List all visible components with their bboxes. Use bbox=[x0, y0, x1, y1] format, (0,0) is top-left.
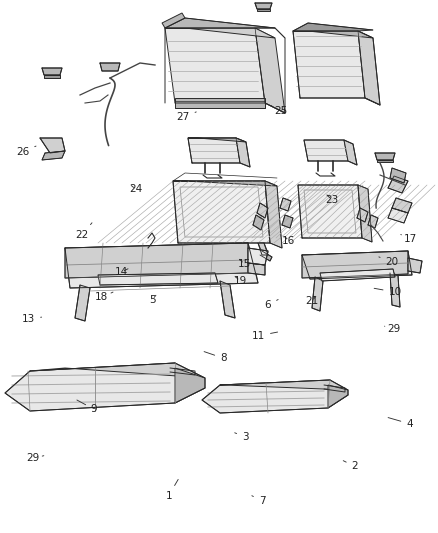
Text: 25: 25 bbox=[272, 106, 288, 116]
Polygon shape bbox=[173, 181, 270, 243]
Text: 9: 9 bbox=[77, 400, 98, 414]
Text: 11: 11 bbox=[252, 331, 278, 341]
Polygon shape bbox=[368, 215, 378, 228]
Polygon shape bbox=[302, 251, 408, 278]
Polygon shape bbox=[392, 198, 412, 213]
Polygon shape bbox=[255, 3, 272, 9]
Text: 1: 1 bbox=[165, 479, 178, 500]
Text: 20: 20 bbox=[379, 257, 399, 267]
Polygon shape bbox=[202, 380, 348, 413]
Text: 14: 14 bbox=[115, 267, 128, 277]
Polygon shape bbox=[188, 138, 246, 142]
Polygon shape bbox=[175, 368, 205, 403]
Polygon shape bbox=[408, 258, 422, 273]
Polygon shape bbox=[328, 385, 348, 408]
Polygon shape bbox=[257, 9, 270, 11]
Text: 18: 18 bbox=[95, 292, 113, 302]
Text: 5: 5 bbox=[149, 295, 156, 304]
Polygon shape bbox=[255, 28, 285, 113]
Text: 13: 13 bbox=[22, 314, 42, 324]
Text: 8: 8 bbox=[204, 352, 227, 363]
Polygon shape bbox=[30, 363, 205, 378]
Polygon shape bbox=[248, 263, 265, 275]
Polygon shape bbox=[280, 198, 291, 211]
Polygon shape bbox=[377, 160, 393, 162]
Polygon shape bbox=[98, 273, 218, 285]
Polygon shape bbox=[40, 138, 65, 153]
Polygon shape bbox=[236, 138, 250, 167]
Polygon shape bbox=[165, 18, 275, 28]
Polygon shape bbox=[298, 185, 362, 238]
Polygon shape bbox=[293, 23, 373, 31]
Polygon shape bbox=[5, 363, 205, 411]
Text: 10: 10 bbox=[374, 287, 402, 297]
Polygon shape bbox=[165, 28, 275, 38]
Text: 27: 27 bbox=[177, 112, 196, 122]
Polygon shape bbox=[282, 215, 293, 228]
Polygon shape bbox=[388, 176, 408, 193]
Text: 19: 19 bbox=[233, 276, 247, 286]
Polygon shape bbox=[258, 243, 268, 253]
Text: 2: 2 bbox=[343, 461, 358, 471]
Polygon shape bbox=[65, 243, 258, 288]
Text: 17: 17 bbox=[401, 234, 417, 244]
Text: 23: 23 bbox=[325, 195, 339, 205]
Polygon shape bbox=[302, 251, 412, 279]
Polygon shape bbox=[44, 75, 60, 78]
Text: 15: 15 bbox=[238, 259, 251, 269]
Polygon shape bbox=[65, 243, 248, 278]
Polygon shape bbox=[390, 168, 406, 183]
Polygon shape bbox=[320, 269, 395, 281]
Polygon shape bbox=[357, 208, 368, 222]
Polygon shape bbox=[42, 68, 62, 75]
Text: 22: 22 bbox=[76, 223, 92, 239]
Polygon shape bbox=[42, 151, 65, 160]
Polygon shape bbox=[312, 277, 323, 311]
Polygon shape bbox=[375, 153, 395, 160]
Polygon shape bbox=[358, 31, 380, 105]
Polygon shape bbox=[248, 248, 268, 265]
Polygon shape bbox=[175, 98, 265, 108]
Polygon shape bbox=[304, 140, 348, 161]
Text: 6: 6 bbox=[265, 300, 278, 310]
Text: 16: 16 bbox=[282, 236, 295, 246]
Polygon shape bbox=[390, 273, 400, 307]
Polygon shape bbox=[220, 380, 348, 390]
Polygon shape bbox=[293, 31, 373, 38]
Polygon shape bbox=[293, 31, 365, 98]
Polygon shape bbox=[344, 140, 357, 165]
Text: 4: 4 bbox=[388, 417, 413, 429]
Polygon shape bbox=[358, 185, 372, 242]
Polygon shape bbox=[260, 251, 272, 261]
Text: 26: 26 bbox=[16, 146, 36, 157]
Text: 29: 29 bbox=[385, 325, 401, 334]
Polygon shape bbox=[265, 181, 282, 248]
Text: 3: 3 bbox=[235, 432, 249, 442]
Text: 24: 24 bbox=[129, 184, 142, 194]
Polygon shape bbox=[253, 215, 264, 230]
Text: 21: 21 bbox=[305, 296, 318, 306]
Polygon shape bbox=[173, 181, 277, 186]
Polygon shape bbox=[257, 203, 268, 218]
Polygon shape bbox=[100, 63, 120, 71]
Polygon shape bbox=[188, 138, 240, 163]
Polygon shape bbox=[75, 285, 90, 321]
Text: 29: 29 bbox=[26, 454, 44, 463]
Polygon shape bbox=[388, 208, 408, 223]
Polygon shape bbox=[165, 28, 265, 103]
Polygon shape bbox=[162, 13, 185, 28]
Polygon shape bbox=[220, 281, 235, 318]
Text: 7: 7 bbox=[252, 496, 265, 506]
